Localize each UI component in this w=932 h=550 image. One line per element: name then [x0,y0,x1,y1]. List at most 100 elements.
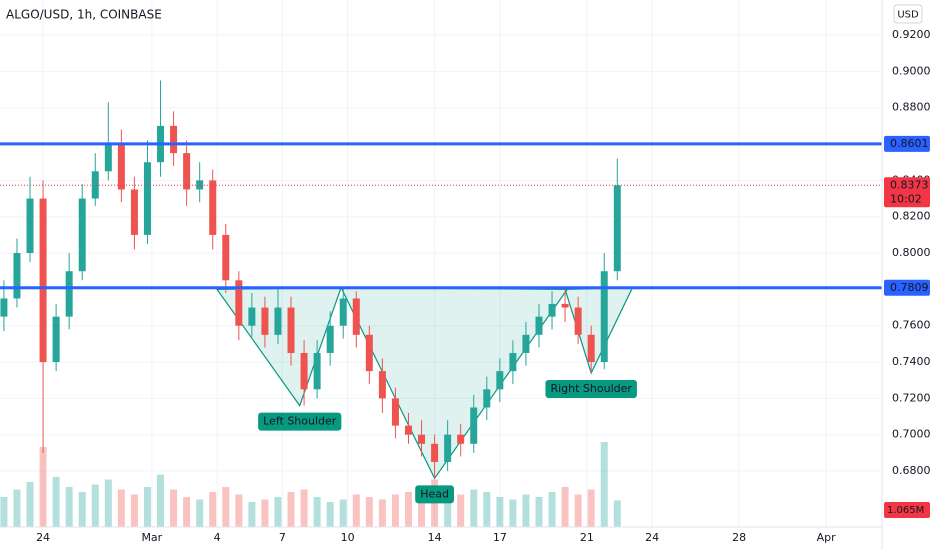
candle-body [117,144,125,190]
volume-bar [352,494,360,527]
candle-body [0,298,8,317]
volume-bar [522,494,530,527]
level-label-box [884,279,930,296]
candle-body [431,443,439,462]
x-tick-label: 24 [36,531,50,544]
candle-body [104,144,112,172]
volume-bar [117,489,125,527]
candle-body [52,316,60,363]
pattern-label-box [545,379,637,398]
candle-body [600,271,608,363]
volume-bar [0,497,8,527]
volume-bar [613,500,621,527]
volume-bar [26,482,34,527]
candle-body [13,253,21,299]
volume-bar [300,489,308,527]
candle-body [143,162,151,235]
volume-bar [535,497,543,527]
volume-bar [91,484,99,527]
candle-body [26,198,34,254]
y-tick-label: 0.7000 [892,428,931,441]
candle-body [352,298,360,335]
volume-bar [130,494,138,527]
x-tick-label: 28 [732,531,746,544]
level-label: 0.8601 [890,137,929,150]
candle-body [418,434,426,444]
candle-body [483,389,491,408]
pattern-label-box [258,412,342,431]
pattern-label: Right Shoulder [550,382,632,395]
candle-body [130,189,138,235]
volume-label: 1.065M [887,505,924,516]
candle-body [287,307,295,353]
volume-bar [444,487,452,527]
y-tick-label: 0.7200 [892,391,931,404]
candle-body [326,325,334,353]
y-tick-label: 0.8200 [892,210,931,223]
candle-body [548,303,556,317]
candle-body [313,352,321,390]
candle-body [209,180,217,235]
volume-bar [261,499,269,527]
x-tick-label: 14 [428,531,442,544]
candle-body [613,185,621,272]
y-tick-label: 0.9200 [892,28,931,41]
candle-body [170,125,178,154]
currency-label[interactable]: USD [897,10,919,21]
volume-bar [496,497,504,527]
volume-bar [574,494,582,527]
volume-bar [78,492,86,527]
candle-body [365,334,373,372]
volume-bar [104,479,112,527]
volume-bar [13,489,21,527]
x-tick-label: 17 [493,531,507,544]
candle-body [339,298,347,326]
y-tick-label: 0.8800 [892,101,931,114]
volume-bar [170,489,178,527]
y-tick-label: 0.7400 [892,355,931,368]
candle-body [274,307,282,335]
volume-bar [313,497,321,527]
volume-bar [222,487,230,527]
volume-bar [52,477,60,527]
x-tick-label: Apr [817,531,837,544]
last-price-box [884,177,930,208]
candle-body [496,371,504,390]
volume-bar [391,494,399,527]
volume-bar [600,442,608,527]
candle-body [444,434,452,462]
x-tick-label: 4 [214,531,221,544]
countdown-label: 10:02 [890,192,922,205]
volume-bar [418,497,426,527]
volume-bar [157,474,165,527]
volume-bar [483,492,491,527]
candle-body [404,425,412,435]
candle-body [65,271,73,317]
candle-body [391,398,399,426]
volume-bar [287,492,295,527]
candle-body [39,198,47,363]
x-tick-label: 7 [279,531,286,544]
volume-bar [378,499,386,527]
pattern-label: Left Shoulder [263,415,337,428]
candle-body [574,307,582,335]
volume-bar [404,492,412,527]
candle-body [378,371,386,399]
candle-body [183,153,191,190]
candle-body [470,407,478,444]
candle-body [196,180,204,190]
candle-body [248,307,256,326]
currency-button[interactable] [893,4,923,24]
volume-bar [561,487,569,527]
candle-body [535,316,543,335]
candle-body [522,334,530,353]
candle-body [457,434,465,444]
volume-label-box [884,502,930,518]
candle-body [561,303,569,308]
x-tick-label: Mar [141,531,162,544]
level-label-box [884,135,930,152]
volume-bar [143,487,151,527]
pattern-label: Head [420,487,449,500]
